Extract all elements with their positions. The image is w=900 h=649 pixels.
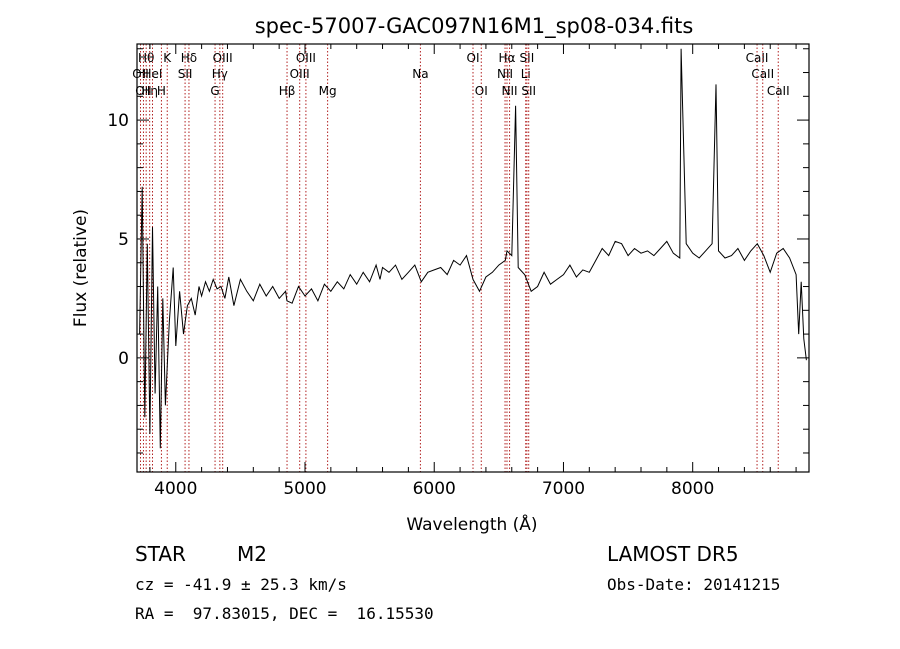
line-marker-label-12: Hβ xyxy=(279,84,296,98)
chart-title: spec-57007-GAC097N16M1_sp08-034.fits xyxy=(255,14,694,39)
x-tick-label-2: 6000 xyxy=(413,479,456,499)
line-marker-label-0: OII xyxy=(132,67,149,81)
axes: 4000 5000 6000 7000 8000 0 5 10 xyxy=(107,44,809,499)
line-marker-label-2: Hθ xyxy=(138,51,154,65)
line-marker-label-8: SII xyxy=(178,67,193,81)
line-marker-label-5: H xyxy=(157,84,166,98)
object-class: STAR xyxy=(135,542,186,566)
redshift-line: cz = -41.9 ± 25.3 km/s xyxy=(135,575,347,594)
line-marker-label-26: CaII xyxy=(751,67,774,81)
line-marker-label-14: OIII xyxy=(296,51,316,65)
plot-frame xyxy=(136,43,810,473)
line-marker-label-4: HeI xyxy=(143,67,163,81)
spectral-line-markers: OII OII Hθ Hη HeI H K Hδ SII G Hγ OIII Hβ OIII OIII Mg N… xyxy=(132,44,790,472)
line-marker-label-20: Hα xyxy=(499,51,516,65)
y-tick-label-2: 10 xyxy=(107,111,129,131)
line-marker-label-24: SII xyxy=(521,84,536,98)
line-marker-label-13: OIII xyxy=(290,67,310,81)
y-axis-label: Flux (relative) xyxy=(71,209,91,327)
y-tick-label-1: 5 xyxy=(118,230,129,250)
x-tick-label-1: 5000 xyxy=(283,479,326,499)
spectrum-series-0 xyxy=(139,48,807,449)
x-tick-label-4: 8000 xyxy=(671,479,714,499)
series-layer xyxy=(139,48,807,449)
x-tick-label-0: 4000 xyxy=(154,479,197,499)
line-marker-label-9: G xyxy=(210,84,219,98)
line-marker-label-10: Hγ xyxy=(212,67,228,81)
line-marker-label-6: K xyxy=(163,51,172,65)
info-panel: STAR M2 LAMOST DR5 cz = -41.9 ± 25.3 km/… xyxy=(135,542,780,623)
line-marker-label-18: OI xyxy=(475,84,488,98)
line-marker-label-3: Hη xyxy=(141,84,158,98)
survey-name: LAMOST DR5 xyxy=(607,542,739,566)
line-marker-label-11: OIII xyxy=(213,51,233,65)
line-marker-label-22: Li xyxy=(521,67,531,81)
line-marker-label-15: Mg xyxy=(319,84,337,98)
x-tick-label-3: 7000 xyxy=(542,479,585,499)
line-marker-label-1: OII xyxy=(135,84,152,98)
line-marker-label-16: Na xyxy=(412,67,428,81)
coordinates: RA = 97.83015, DEC = 16.15530 xyxy=(135,604,434,623)
line-marker-label-27: CaII xyxy=(767,84,790,98)
line-marker-label-25: CaII xyxy=(746,51,769,65)
line-marker-label-23: SII xyxy=(520,51,535,65)
line-marker-label-19: NII xyxy=(497,67,513,81)
object-subclass: M2 xyxy=(237,542,267,566)
obs-date: Obs-Date: 20141215 xyxy=(607,575,780,594)
line-marker-label-7: Hδ xyxy=(181,51,197,65)
y-tick-label-0: 0 xyxy=(118,349,129,369)
x-axis-label: Wavelength (Å) xyxy=(406,513,537,535)
line-marker-label-17: OI xyxy=(467,51,480,65)
line-marker-label-21: NII xyxy=(502,84,518,98)
